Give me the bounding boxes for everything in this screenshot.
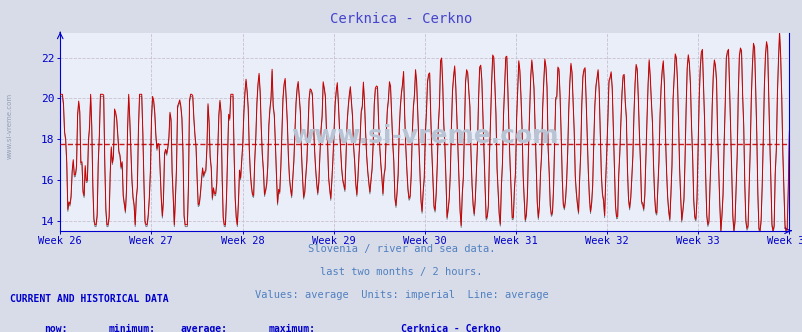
Text: minimum:: minimum: — [108, 324, 156, 332]
Text: Values: average  Units: imperial  Line: average: Values: average Units: imperial Line: av… — [254, 290, 548, 300]
Text: average:: average: — [180, 324, 228, 332]
Text: CURRENT AND HISTORICAL DATA: CURRENT AND HISTORICAL DATA — [10, 294, 168, 304]
Text: maximum:: maximum: — [269, 324, 316, 332]
Text: last two months / 2 hours.: last two months / 2 hours. — [320, 267, 482, 277]
Text: Slovenia / river and sea data.: Slovenia / river and sea data. — [307, 244, 495, 254]
Text: www.si-vreme.com: www.si-vreme.com — [290, 124, 558, 148]
Text: Cerknica - Cerkno: Cerknica - Cerkno — [401, 324, 500, 332]
Text: Cerknica - Cerkno: Cerknica - Cerkno — [330, 12, 472, 26]
Text: www.si-vreme.com: www.si-vreme.com — [6, 93, 13, 159]
Text: now:: now: — [44, 324, 67, 332]
